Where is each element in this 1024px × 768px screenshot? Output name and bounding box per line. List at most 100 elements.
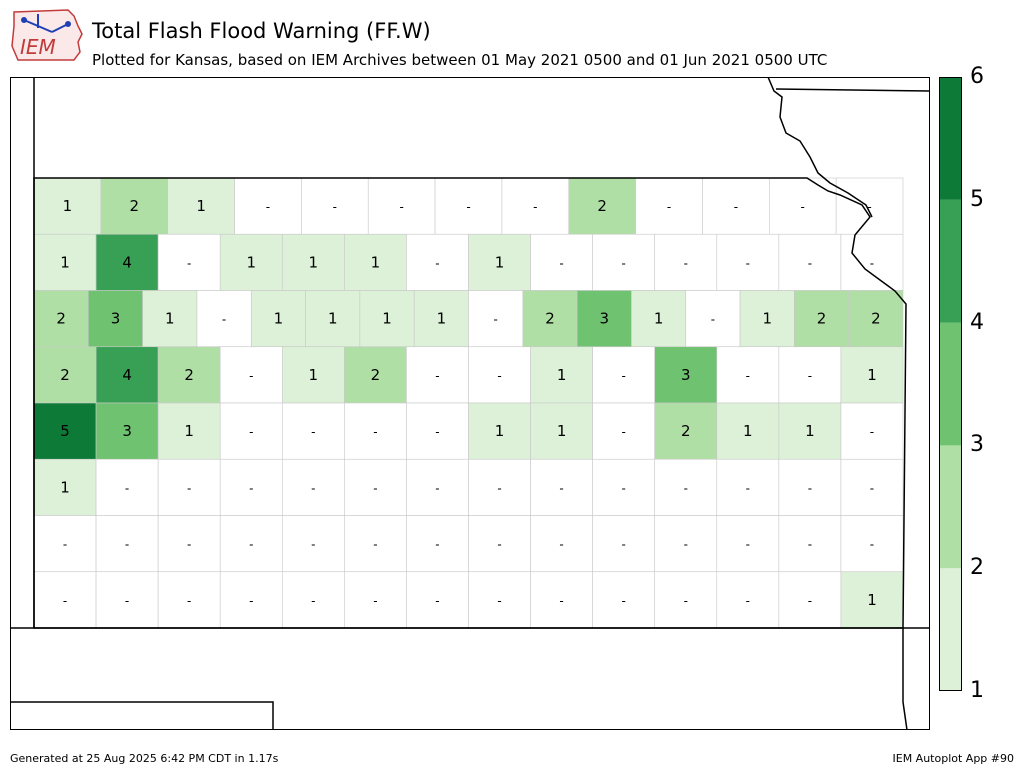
county-value: - (187, 481, 191, 495)
county-fill (157, 402, 221, 460)
county-value: - (667, 200, 671, 214)
county-fill (716, 402, 780, 460)
county-fill (344, 515, 407, 573)
county: - (840, 402, 904, 460)
county-value: - (559, 538, 563, 552)
county: - (468, 290, 524, 348)
county-fill (344, 346, 407, 404)
county-fill (157, 571, 221, 629)
county-layer: 1 2 1 - - - - - 2 - - - - 1 4 - 1 1 1 - 1 - - - - - - 2 3 1 - 1 1 1 1 - 2 3 1 -… (33, 177, 904, 629)
legend-bin (939, 568, 962, 691)
county-value: 1 (867, 591, 877, 609)
county-fill (95, 346, 159, 404)
county: - (468, 346, 531, 404)
county: - (716, 458, 780, 516)
county-value: 1 (165, 310, 175, 328)
county-value: - (622, 256, 626, 270)
county-fill (501, 177, 570, 235)
county-value: - (746, 369, 750, 383)
county: 1 (468, 402, 531, 460)
county: - (685, 290, 741, 348)
county-value: - (435, 538, 439, 552)
county-value: - (333, 200, 337, 214)
county-fill (468, 571, 531, 629)
county-fill (219, 346, 283, 404)
county-fill (592, 515, 656, 573)
county-value: 2 (545, 310, 555, 328)
county-value: 1 (309, 366, 319, 384)
county-value: - (734, 200, 738, 214)
county-fill (33, 571, 97, 629)
county: 2 (522, 290, 578, 348)
county-value: 1 (196, 197, 206, 215)
county: - (716, 571, 780, 629)
county-fill (33, 290, 89, 348)
county-value: 3 (600, 310, 610, 328)
county-value: 1 (557, 422, 567, 440)
county-fill (654, 515, 718, 573)
county-value: - (870, 425, 874, 439)
county-fill (716, 515, 780, 573)
county-value: - (808, 538, 812, 552)
county-value: - (746, 256, 750, 270)
county-fill (305, 290, 361, 348)
county: - (281, 571, 345, 629)
county-fill (281, 233, 345, 291)
county-value: - (684, 481, 688, 495)
county: - (344, 571, 407, 629)
county-value: 2 (817, 310, 827, 328)
county-value: 1 (867, 366, 877, 384)
county-value: 1 (60, 478, 70, 496)
legend-label: 5 (970, 186, 984, 212)
county-fill (530, 402, 593, 460)
county-fill (530, 458, 593, 516)
legend-bin (939, 199, 962, 323)
county-fill (157, 346, 221, 404)
logo-text: IEM (20, 35, 56, 59)
legend-bin (939, 322, 962, 446)
county-value: - (63, 538, 67, 552)
county-fill (522, 290, 578, 348)
county-fill (654, 233, 718, 291)
county-fill (434, 177, 503, 235)
county-fill (778, 402, 842, 460)
county: 1 (33, 233, 97, 291)
county: 1 (33, 177, 102, 235)
county: 2 (654, 402, 718, 460)
kansas-county-map: 1 2 1 - - - - - 2 - - - - 1 4 - 1 1 1 - 1 - - - - - - 2 3 1 - 1 1 1 1 - 2 3 1 -… (10, 77, 930, 730)
county-fill (840, 515, 904, 573)
county-value: 1 (63, 197, 73, 215)
legend-bin (939, 445, 962, 569)
county: - (157, 571, 221, 629)
county-value: 2 (871, 310, 881, 328)
county-value: - (249, 538, 253, 552)
county-value: 1 (654, 310, 664, 328)
county-value: - (249, 369, 253, 383)
county-value: - (497, 594, 501, 608)
county: - (344, 515, 407, 573)
county: - (406, 515, 469, 573)
county-fill (840, 402, 904, 460)
county: - (157, 233, 221, 291)
county-value: - (497, 481, 501, 495)
county: - (157, 458, 221, 516)
county-value: - (63, 594, 67, 608)
county: 2 (33, 290, 89, 348)
county-fill (530, 571, 593, 629)
county: - (592, 515, 656, 573)
legend-label: 4 (970, 309, 984, 335)
county-value: - (870, 256, 874, 270)
county-fill (592, 233, 656, 291)
county-value: - (249, 425, 253, 439)
county-fill (196, 290, 252, 348)
county: - (406, 402, 469, 460)
county: 4 (95, 233, 159, 291)
county: - (406, 571, 469, 629)
county: 3 (576, 290, 632, 348)
county: - (468, 458, 531, 516)
county-value: 1 (495, 422, 505, 440)
county-value: - (497, 369, 501, 383)
county-value: 2 (681, 422, 691, 440)
county-value: 1 (60, 253, 70, 271)
county: - (406, 233, 469, 291)
